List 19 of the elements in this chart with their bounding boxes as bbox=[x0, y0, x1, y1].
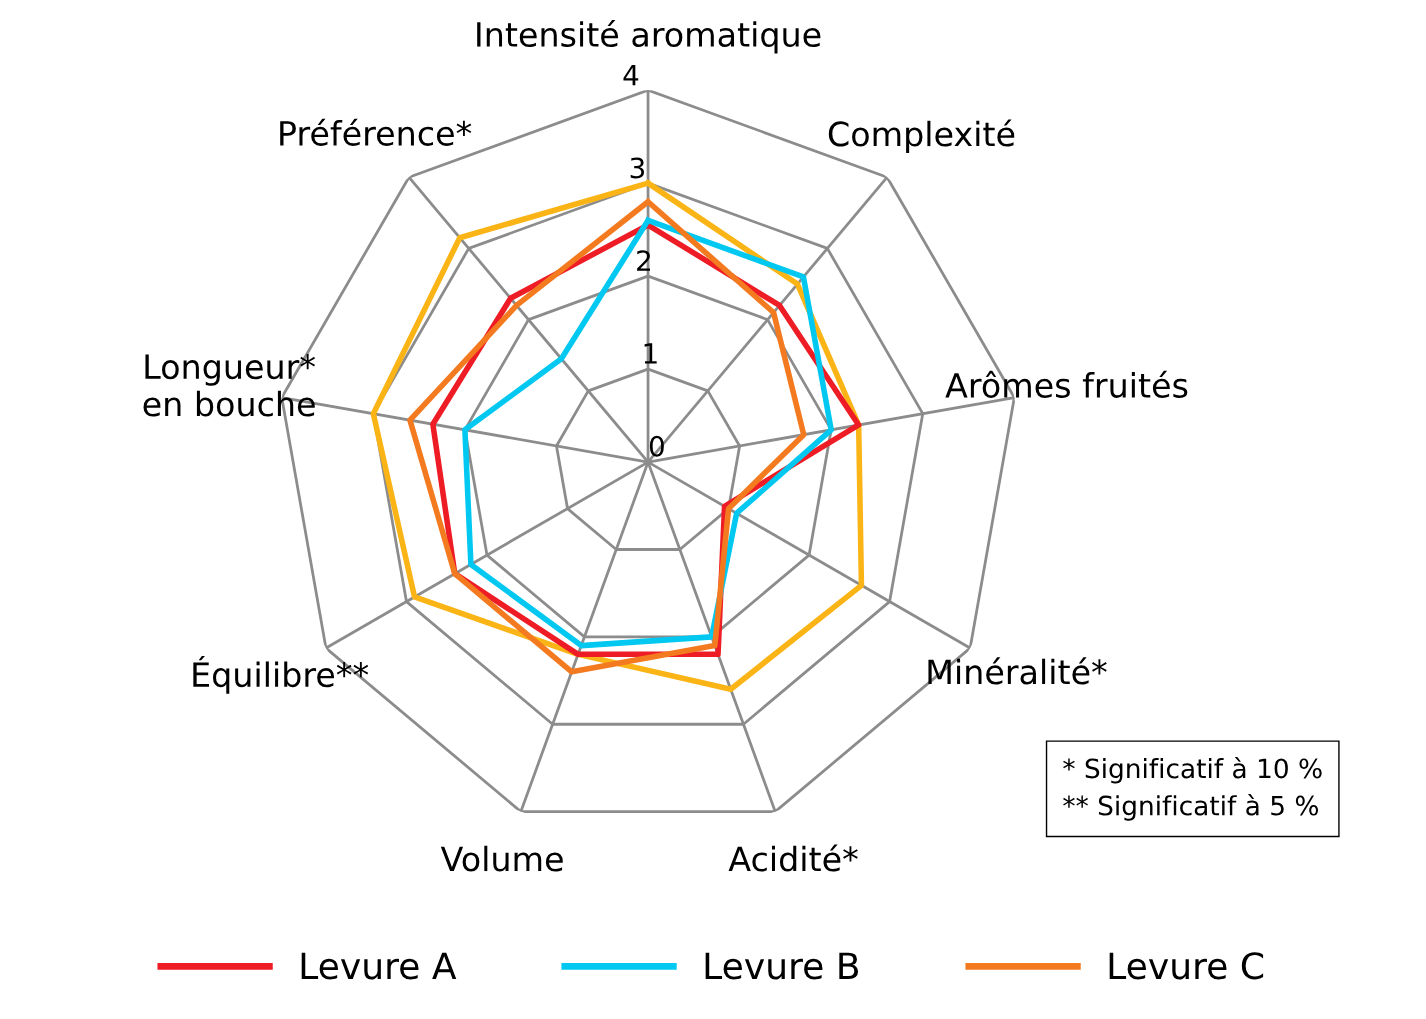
legend-label: Levure A bbox=[301, 952, 457, 980]
y-tick-label: 2 bbox=[637, 250, 650, 271]
text: ** Significatif à 5 % bbox=[1063, 794, 1319, 821]
y-tick-label: 4 bbox=[623, 65, 639, 86]
y-tick-label: 3 bbox=[630, 157, 645, 179]
spoke-label: Équilibre** bbox=[193, 655, 369, 694]
y-tick-label: 0 bbox=[649, 435, 664, 457]
spoke-label: Volume bbox=[440, 845, 563, 872]
legend-label: Levure C bbox=[1109, 952, 1264, 980]
spoke-label: Acidité* bbox=[728, 844, 858, 872]
text: * Significatif à 10 % bbox=[1063, 756, 1322, 784]
legend-label: Levure B bbox=[705, 952, 859, 980]
spoke-label: Longueur* en bouche bbox=[143, 354, 315, 417]
spoke-label: Complexité bbox=[828, 119, 1015, 154]
spoke-label: Minéralité* bbox=[928, 657, 1107, 685]
spoke-label: Arômes fruités bbox=[945, 370, 1188, 398]
spoke-label: Intensité aromatique bbox=[477, 19, 821, 54]
spoke-label: Préférence* bbox=[280, 118, 472, 146]
y-tick-label: 1 bbox=[644, 343, 657, 364]
